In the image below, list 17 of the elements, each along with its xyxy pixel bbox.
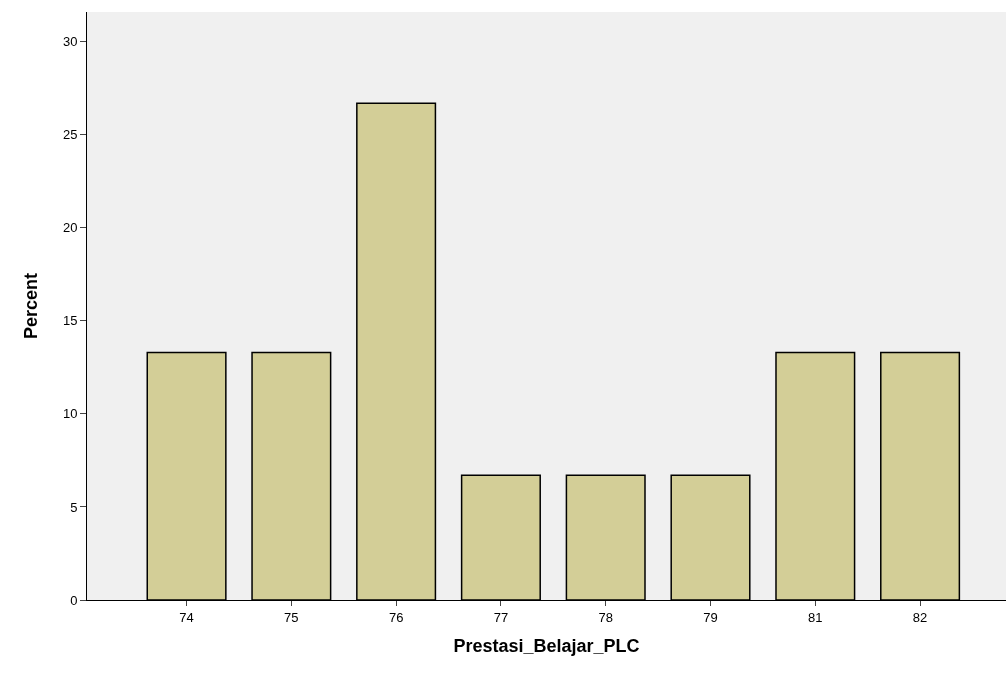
x-axis-title: Prestasi_Belajar_PLC xyxy=(453,635,640,656)
x-tick-label: 76 xyxy=(388,609,404,625)
x-tick-label: 75 xyxy=(284,609,299,625)
y-tick-label: 25 xyxy=(62,127,78,143)
y-tick-label: 15 xyxy=(62,313,78,329)
y-tick-label: 30 xyxy=(62,34,78,50)
y-tick-label: 0 xyxy=(70,592,78,608)
x-tick-label: 74 xyxy=(179,609,194,625)
y-tick-label: 20 xyxy=(62,220,78,236)
x-tick-label: 77 xyxy=(493,609,509,625)
x-tick-label: 79 xyxy=(703,609,718,625)
x-tick-label: 82 xyxy=(912,609,928,625)
x-tick-label: 78 xyxy=(598,609,613,625)
y-axis-title: Percent xyxy=(21,272,42,340)
y-tick-label: 5 xyxy=(70,499,78,515)
x-tick-label: 81 xyxy=(808,609,823,625)
y-tick-label: 10 xyxy=(62,406,78,422)
